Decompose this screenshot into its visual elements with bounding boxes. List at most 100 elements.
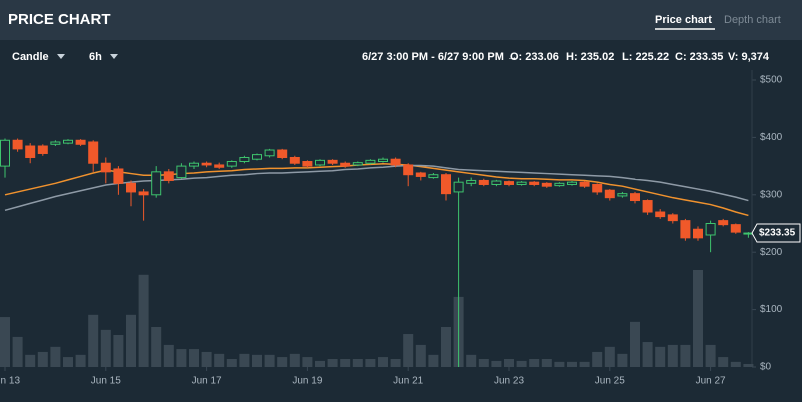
volume-bar bbox=[617, 353, 628, 367]
volume-bar bbox=[176, 349, 187, 367]
candle-body bbox=[214, 164, 225, 168]
volume-bar bbox=[75, 354, 86, 367]
candle-body bbox=[25, 145, 36, 158]
candle-body bbox=[352, 162, 363, 166]
header-bar bbox=[0, 0, 802, 40]
candle-body bbox=[378, 158, 388, 163]
volume-bar bbox=[390, 358, 401, 367]
volume-bar bbox=[428, 354, 439, 367]
candle-body bbox=[126, 182, 136, 193]
candle-body bbox=[0, 139, 10, 167]
ohlcv-value: V: 9,374 bbox=[728, 51, 770, 63]
volume-bar bbox=[315, 360, 325, 367]
tab-depth-chart[interactable]: Depth chart bbox=[724, 14, 781, 26]
candle-body bbox=[289, 156, 300, 164]
candle-body bbox=[428, 174, 439, 179]
volume-bar bbox=[138, 274, 149, 367]
tab-price-chart[interactable]: Price chart bbox=[655, 14, 712, 26]
moving-average-line bbox=[4, 163, 749, 217]
interval-select[interactable]: 6h bbox=[89, 51, 102, 63]
x-tick-label: Jun 15 bbox=[91, 376, 121, 387]
volume-bar bbox=[516, 360, 527, 367]
volume-bar bbox=[718, 357, 729, 367]
volume-bar bbox=[642, 342, 653, 367]
volume-bar bbox=[680, 344, 691, 367]
candle-body bbox=[403, 164, 414, 176]
y-tick-label: $500 bbox=[760, 75, 783, 86]
y-tick-label: $100 bbox=[760, 304, 783, 315]
candle-body bbox=[478, 179, 489, 185]
candle-body bbox=[415, 172, 426, 177]
candle-body bbox=[579, 181, 590, 187]
candle-body bbox=[37, 145, 48, 154]
volume-bar bbox=[504, 358, 514, 367]
y-tick-label: $400 bbox=[760, 132, 783, 143]
panel-title: PRICE CHART bbox=[8, 11, 111, 28]
volume-bar bbox=[340, 358, 351, 367]
ohlcv-value: L: 225.22 bbox=[622, 51, 669, 63]
y-tick-label: $300 bbox=[760, 189, 783, 200]
candle-body bbox=[315, 159, 325, 166]
volume-bar bbox=[352, 358, 363, 367]
dropdown-arrow[interactable] bbox=[110, 54, 118, 59]
volume-bar bbox=[705, 344, 716, 367]
last-price-tag bbox=[751, 223, 801, 243]
volume-bar bbox=[189, 349, 199, 367]
candle-body bbox=[655, 211, 666, 218]
volume-bar bbox=[100, 329, 111, 367]
candle-body bbox=[340, 162, 351, 167]
y-tick-label: $0 bbox=[760, 362, 772, 373]
ohlcv-value: O: 233.06 bbox=[510, 51, 559, 63]
candle-body bbox=[529, 181, 540, 185]
volume-bar bbox=[667, 344, 678, 367]
candle-body bbox=[264, 149, 275, 157]
volume-bar bbox=[378, 357, 388, 367]
volume-bar bbox=[554, 361, 565, 367]
candle-body bbox=[642, 200, 653, 213]
candle-body bbox=[189, 162, 199, 167]
candle-body bbox=[617, 193, 628, 197]
candle-body bbox=[504, 181, 514, 185]
volume-bar bbox=[214, 353, 225, 367]
volume-bar bbox=[567, 361, 577, 367]
candle-body bbox=[541, 182, 552, 187]
volume-bar bbox=[37, 351, 48, 367]
volume-bar bbox=[63, 357, 73, 367]
volume-bar bbox=[529, 358, 540, 367]
candle-body bbox=[100, 162, 111, 173]
candle-body bbox=[680, 220, 691, 239]
candle-body bbox=[604, 189, 615, 199]
candle-body bbox=[554, 182, 565, 187]
volume-bar bbox=[579, 361, 590, 367]
candle-body bbox=[327, 159, 338, 164]
volume-bar bbox=[693, 270, 703, 367]
volume-bar bbox=[491, 360, 502, 367]
volume-bar bbox=[441, 326, 451, 367]
volume-bar bbox=[151, 326, 162, 367]
candle-body bbox=[163, 171, 174, 181]
ohlcv-value: H: 235.02 bbox=[566, 51, 614, 63]
volume-bar bbox=[264, 354, 275, 367]
candle-body bbox=[239, 156, 250, 163]
ohlcv-value: C: 233.35 bbox=[675, 51, 723, 63]
candle-body bbox=[693, 228, 703, 239]
ohlcv-readout: O: 233.06 H: 235.02 L: 225.22 C: 233.35 V: 9… bbox=[510, 51, 770, 63]
candle-body bbox=[138, 191, 149, 196]
candle-body bbox=[50, 141, 61, 145]
volume-bar bbox=[541, 358, 552, 367]
dropdown-arrow[interactable] bbox=[57, 54, 65, 59]
candle-body bbox=[730, 224, 741, 233]
volume-bar bbox=[327, 358, 338, 367]
moving-average-line bbox=[4, 164, 749, 212]
volume-bar bbox=[743, 363, 754, 367]
volume-bar bbox=[415, 344, 426, 367]
chart-type-select[interactable]: Candle bbox=[12, 51, 49, 63]
candle-body bbox=[491, 180, 502, 185]
volume-bar bbox=[302, 357, 313, 367]
volume-bar bbox=[365, 358, 376, 367]
candle-body bbox=[705, 223, 716, 236]
candle-body bbox=[226, 161, 237, 167]
volume-bar bbox=[289, 353, 300, 367]
volume-bar bbox=[88, 314, 99, 367]
